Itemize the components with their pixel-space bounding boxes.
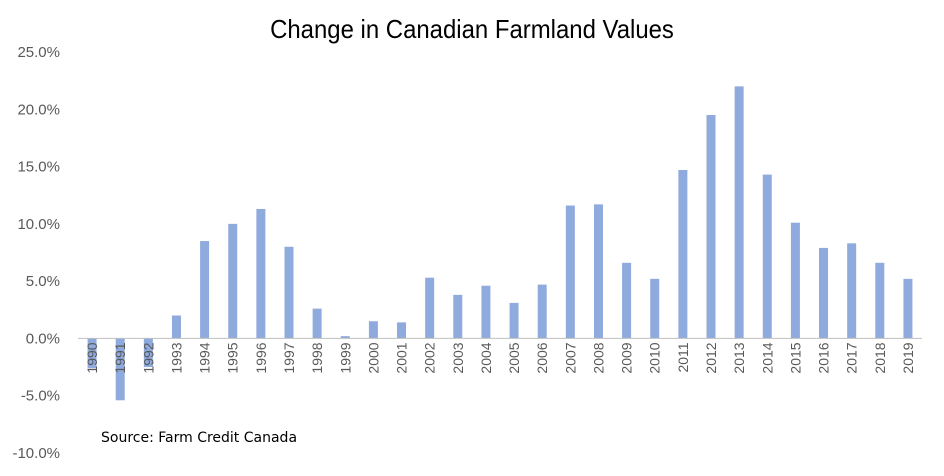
bar-2000 [368, 321, 378, 339]
x-tick-label: 2016 [816, 342, 832, 373]
bar-2001 [397, 322, 407, 339]
y-tick-label: 25.0% [17, 44, 60, 61]
bar-1994 [200, 241, 210, 339]
x-tick-label: 2004 [478, 342, 494, 373]
y-tick-label: -10.0% [12, 445, 60, 462]
bar-2005 [509, 302, 519, 339]
bar-1992 [143, 338, 153, 368]
x-axis-labels: 1990 1991 1992 1993 1994 1995 1996 1997 1998 1999… [84, 342, 916, 373]
x-tick-label: 2012 [703, 342, 719, 373]
bar-2010 [650, 278, 660, 339]
x-tick-label: 1992 [140, 342, 156, 373]
x-tick-label: 2008 [590, 342, 606, 373]
x-tick-label: 2002 [422, 342, 438, 373]
y-tick-label: 10.0% [17, 216, 60, 233]
x-tick-label: 1997 [281, 342, 297, 373]
x-tick-label: 2011 [675, 342, 691, 372]
bars [87, 86, 913, 401]
bar-2015 [790, 222, 800, 339]
bar-1998 [312, 308, 322, 339]
y-tick-label: 5.0% [26, 273, 60, 290]
y-tick-label: 15.0% [17, 159, 60, 176]
bar-1999 [340, 336, 350, 339]
y-tick-label: 20.0% [17, 101, 60, 118]
x-tick-label: 1999 [337, 342, 353, 373]
bar-2011 [678, 170, 688, 339]
bar-2002 [425, 277, 435, 339]
x-tick-label: 1996 [253, 342, 269, 373]
bar-1990 [87, 338, 97, 369]
chart-title: Change in Canadian Farmland Values [270, 14, 674, 44]
source-note: Source: Farm Credit Canada [101, 430, 298, 446]
bar-1991 [115, 338, 125, 401]
x-tick-label: 2017 [844, 342, 860, 373]
bar-2013 [734, 86, 744, 339]
bar-2018 [875, 262, 885, 339]
x-tick-label: 2006 [534, 342, 550, 373]
x-tick-label: 1990 [84, 342, 100, 373]
bar-2014 [762, 174, 772, 339]
x-tick-label: 1995 [225, 342, 241, 373]
bar-1997 [284, 246, 294, 339]
y-tick-label: -5.0% [21, 388, 60, 405]
x-tick-label: 2019 [900, 342, 916, 373]
bar-2012 [706, 115, 716, 339]
bar-1993 [171, 315, 181, 339]
x-tick-label: 1994 [197, 342, 213, 373]
bar-2004 [481, 285, 491, 339]
bar-2017 [847, 243, 857, 339]
bar-2006 [537, 284, 547, 339]
x-tick-label: 2010 [647, 342, 663, 373]
y-axis-labels: -10.0% -5.0% 0.0% 5.0% 10.0% 15.0% 20.0% 25.0% [12, 44, 60, 462]
x-tick-label: 2018 [872, 342, 888, 373]
x-tick-label: 2001 [394, 342, 410, 373]
x-tick-label: 1991 [112, 342, 128, 373]
bar-2008 [593, 204, 603, 339]
x-tick-label: 2013 [731, 342, 747, 373]
x-tick-label: 2015 [787, 342, 803, 373]
bar-1996 [256, 208, 266, 339]
x-tick-label: 2005 [506, 342, 522, 373]
x-tick-label: 2003 [450, 342, 466, 373]
x-tick-label: 2000 [365, 342, 381, 373]
x-tick-label: 2007 [562, 342, 578, 373]
x-tick-label: 1993 [168, 342, 184, 373]
bar-2016 [819, 247, 829, 339]
bar-2019 [903, 278, 913, 339]
x-tick-label: 1998 [309, 342, 325, 373]
bar-1995 [228, 223, 238, 339]
y-tick-label: 0.0% [26, 330, 60, 347]
bar-2009 [622, 262, 632, 339]
bar-2003 [453, 294, 463, 339]
x-tick-label: 2009 [619, 342, 635, 373]
bar-2007 [565, 205, 575, 339]
x-tick-label: 2014 [759, 342, 775, 373]
